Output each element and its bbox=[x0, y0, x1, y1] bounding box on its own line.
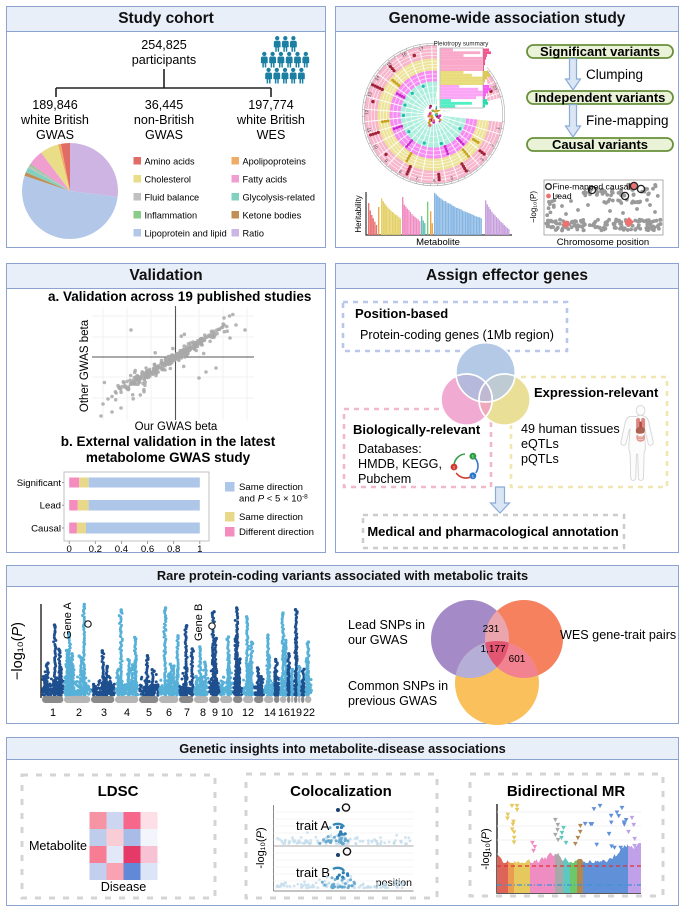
svg-text:-log₁₀(P): -log₁₀(P) bbox=[255, 827, 267, 868]
svg-text:HMDB, KEGG,: HMDB, KEGG, bbox=[358, 457, 442, 471]
svg-text:12: 12 bbox=[364, 109, 369, 115]
svg-text:1: 1 bbox=[453, 465, 456, 470]
svg-text:Biologically-relevant: Biologically-relevant bbox=[353, 422, 481, 437]
svg-text:Protein-coding genes (1Mb regi: Protein-coding genes (1Mb region) bbox=[360, 328, 554, 342]
svg-text:Significant: Significant bbox=[17, 478, 62, 489]
svg-text:Fine-mapping: Fine-mapping bbox=[586, 113, 669, 128]
svg-text:Same direction: Same direction bbox=[239, 512, 303, 523]
svg-text:participants: participants bbox=[132, 53, 196, 67]
svg-text:0: 0 bbox=[67, 544, 72, 555]
svg-text:8: 8 bbox=[398, 169, 403, 175]
svg-text:1: 1 bbox=[472, 473, 475, 478]
svg-text:Ketone bodies: Ketone bodies bbox=[243, 210, 302, 220]
svg-text:6: 6 bbox=[433, 178, 436, 183]
svg-text:Colocalization: Colocalization bbox=[290, 783, 392, 800]
svg-text:10: 10 bbox=[372, 143, 379, 150]
svg-text:Inflammation: Inflammation bbox=[145, 210, 198, 220]
svg-text:Lead: Lead bbox=[40, 501, 61, 512]
svg-text:0.6: 0.6 bbox=[141, 544, 154, 555]
svg-text:Causal variants: Causal variants bbox=[552, 137, 648, 152]
svg-text:Fine-mapped causal: Fine-mapped causal bbox=[553, 182, 631, 192]
svg-text:Expression-relevant: Expression-relevant bbox=[534, 385, 659, 400]
svg-text:Cholesterol: Cholesterol bbox=[145, 174, 191, 184]
svg-text:16: 16 bbox=[401, 51, 408, 58]
svg-text:2: 2 bbox=[489, 142, 495, 147]
svg-text:Different direction: Different direction bbox=[239, 527, 314, 538]
svg-text:Chromosome position: Chromosome position bbox=[557, 237, 649, 248]
svg-text:5: 5 bbox=[450, 175, 454, 181]
svg-text:Glycolysis-related: Glycolysis-related bbox=[243, 192, 316, 202]
svg-text:non-British: non-British bbox=[134, 113, 194, 127]
svg-text:metabolome GWAS study: metabolome GWAS study bbox=[86, 450, 251, 465]
svg-text:Lead: Lead bbox=[553, 191, 572, 201]
svg-text:Lipoprotein and lipid: Lipoprotein and lipid bbox=[145, 228, 227, 238]
svg-text:0.8: 0.8 bbox=[167, 544, 180, 555]
svg-text:trait B: trait B bbox=[296, 865, 330, 880]
svg-text:−log₁₀(P): −log₁₀(P) bbox=[10, 622, 26, 680]
svg-text:9: 9 bbox=[384, 158, 390, 164]
svg-text:15: 15 bbox=[386, 61, 393, 68]
svg-text:a. Validation across 19 publis: a. Validation across 19 published studie… bbox=[48, 289, 311, 304]
svg-text:189,846: 189,846 bbox=[32, 98, 78, 112]
svg-text:254,825: 254,825 bbox=[141, 38, 187, 52]
svg-text:white British: white British bbox=[20, 113, 89, 127]
svg-text:197,774: 197,774 bbox=[248, 98, 294, 112]
svg-text:4: 4 bbox=[466, 168, 471, 174]
svg-text:and P < 5 × 10-8: and P < 5 × 10-8 bbox=[239, 493, 308, 505]
svg-text:white British: white British bbox=[236, 113, 305, 127]
svg-text:11: 11 bbox=[366, 127, 372, 133]
svg-text:1: 1 bbox=[197, 544, 202, 555]
svg-text:1: 1 bbox=[495, 126, 501, 130]
svg-text:Position-based: Position-based bbox=[355, 306, 448, 321]
svg-text:7: 7 bbox=[415, 176, 419, 182]
svg-text:trait A: trait A bbox=[296, 818, 330, 833]
svg-text:-log₁₀(P): -log₁₀(P) bbox=[480, 828, 492, 869]
svg-text:Disease: Disease bbox=[101, 880, 147, 894]
svg-text:3: 3 bbox=[479, 157, 485, 163]
svg-text:49 human tissues: 49 human tissues bbox=[521, 422, 620, 436]
svg-text:Ratio: Ratio bbox=[243, 228, 264, 238]
svg-text:Heritability: Heritability bbox=[354, 195, 363, 232]
svg-text:Metabolite: Metabolite bbox=[416, 237, 460, 248]
svg-text:Fluid balance: Fluid balance bbox=[145, 192, 200, 202]
svg-text:Significant variants: Significant variants bbox=[540, 44, 660, 59]
svg-text:Metabolite: Metabolite bbox=[29, 839, 87, 853]
svg-text:36,445: 36,445 bbox=[145, 98, 184, 112]
svg-text:WES: WES bbox=[257, 128, 286, 142]
svg-text:Amino acids: Amino acids bbox=[145, 156, 195, 166]
svg-text:Same direction: Same direction bbox=[239, 482, 303, 493]
svg-text:Fatty acids: Fatty acids bbox=[243, 174, 288, 184]
svg-text:GWAS: GWAS bbox=[145, 128, 183, 142]
svg-text:Apolipoproteins: Apolipoproteins bbox=[243, 156, 307, 166]
svg-text:Pubchem: Pubchem bbox=[358, 472, 411, 486]
svg-text:LDSC: LDSC bbox=[98, 783, 139, 800]
svg-text:Databases:: Databases: bbox=[358, 442, 422, 456]
svg-text:Clumping: Clumping bbox=[586, 67, 643, 82]
svg-text:Causal: Causal bbox=[31, 523, 61, 534]
svg-text:−log₁₀(P): −log₁₀(P) bbox=[529, 191, 538, 223]
svg-text:Independent variants: Independent variants bbox=[535, 90, 666, 105]
svg-text:pQTLs: pQTLs bbox=[521, 452, 559, 466]
svg-text:Pleiotropy summary: Pleiotropy summary bbox=[434, 41, 490, 48]
svg-text:b. External validation in the: b. External validation in the latest bbox=[61, 434, 276, 449]
svg-text:0.4: 0.4 bbox=[115, 544, 129, 555]
svg-text:GWAS: GWAS bbox=[36, 128, 74, 142]
svg-text:eQTLs: eQTLs bbox=[521, 437, 559, 451]
svg-text:22: 22 bbox=[491, 85, 498, 92]
svg-text:Medical and pharmacological an: Medical and pharmacological annotation bbox=[367, 524, 618, 539]
svg-text:Our GWAS beta: Our GWAS beta bbox=[135, 421, 218, 433]
svg-text:Bidirectional MR: Bidirectional MR bbox=[507, 783, 626, 800]
svg-text:13: 13 bbox=[367, 91, 373, 98]
svg-text:17: 17 bbox=[418, 46, 424, 52]
svg-text:14: 14 bbox=[374, 74, 381, 81]
svg-text:1: 1 bbox=[472, 454, 475, 459]
svg-text:Other GWAS beta: Other GWAS beta bbox=[79, 319, 91, 412]
svg-text:0.2: 0.2 bbox=[89, 544, 102, 555]
